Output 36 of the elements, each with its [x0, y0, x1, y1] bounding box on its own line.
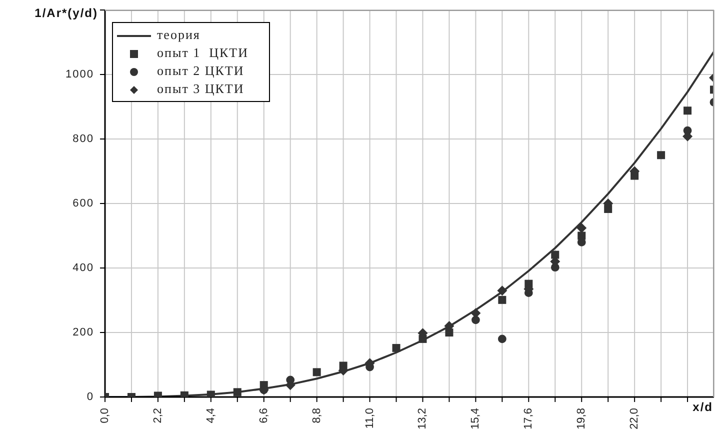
x-tick-label: 19,8	[576, 408, 588, 430]
point	[233, 388, 242, 396]
y-tick-label: 600	[72, 198, 94, 210]
point	[498, 334, 506, 344]
x-tick-label: 6,6	[258, 408, 270, 424]
x-tick-label: 8,8	[310, 408, 323, 424]
point	[657, 151, 666, 160]
legend-label: опыт 1 ЦКТИ	[156, 44, 250, 62]
point	[684, 106, 692, 115]
x-tick-label: 17,6	[522, 408, 535, 430]
x-tick-label: 11,0	[364, 408, 376, 429]
point	[445, 328, 454, 336]
x-tick-label: 4,4	[204, 408, 217, 424]
y-tick-label: 800	[72, 133, 94, 145]
y-tick-label: 400	[72, 262, 94, 274]
legend-label: теория	[156, 26, 202, 44]
y-tick-label: 0	[86, 391, 94, 403]
point	[312, 368, 321, 376]
legend-label: опыт 2 ЦКТИ	[156, 62, 246, 80]
x-tick-label: 15,4	[470, 408, 482, 430]
x-tick-label: 13,2	[416, 408, 429, 430]
point	[471, 316, 480, 324]
x-tick-label: 0,0	[99, 408, 111, 424]
x-axis-title: x/d	[692, 400, 713, 414]
point	[576, 223, 587, 234]
x-tick-label: 2,2	[152, 408, 164, 424]
y-tick-label: 1000	[66, 68, 94, 80]
x-tick-label: 22,0	[628, 408, 641, 430]
point	[206, 390, 215, 397]
y-axis-title: 1/Ar*(y/d)	[34, 6, 98, 20]
legend-label: опыт 3 ЦКТИ	[156, 80, 246, 98]
point	[498, 296, 506, 304]
point	[497, 286, 508, 296]
point	[392, 344, 400, 352]
point	[551, 250, 560, 259]
y-tick-label: 200	[72, 326, 94, 338]
